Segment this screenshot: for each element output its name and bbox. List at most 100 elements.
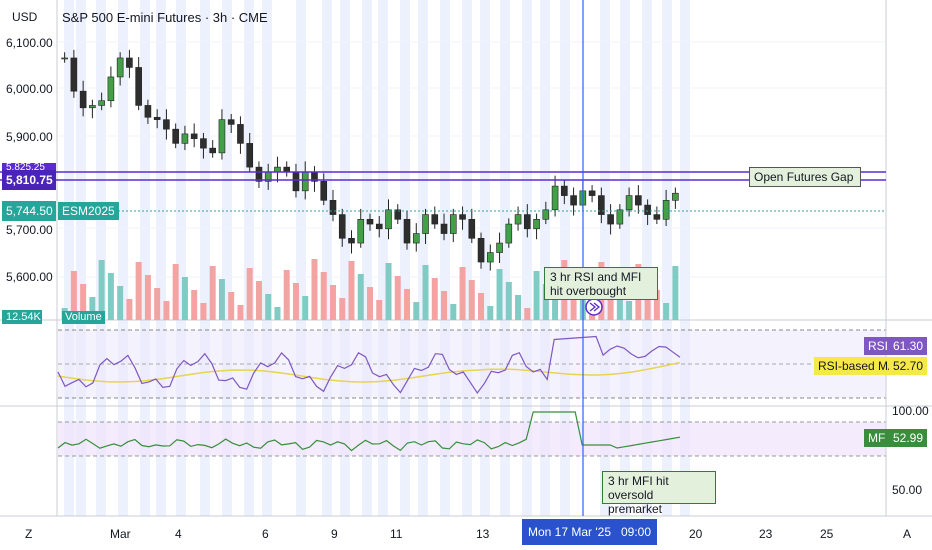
chart-title: S&P 500 E-mini Futures · 3h · CME — [62, 10, 268, 25]
volume-bar — [98, 260, 105, 320]
candle-body — [163, 119, 170, 130]
volume-bar — [663, 303, 670, 320]
volume-bar — [255, 281, 262, 320]
session-band — [418, 0, 428, 516]
candle-body — [153, 116, 161, 120]
gap-label[interactable]: Open Futures Gap — [749, 167, 861, 187]
currency-label[interactable]: USD — [12, 10, 38, 24]
volume-bar — [487, 306, 494, 320]
session-band — [440, 0, 450, 516]
x-tick: 9 — [331, 527, 338, 541]
volume-bar — [181, 277, 188, 320]
volume-label: Volume — [62, 311, 105, 324]
session-bands — [64, 0, 690, 516]
volume-bar — [154, 288, 161, 320]
candle-body — [89, 105, 96, 109]
x-tick: 4 — [175, 527, 182, 541]
volume-bar — [626, 301, 633, 320]
volume-bar — [70, 271, 77, 320]
volume-bar — [468, 280, 475, 320]
candle-body — [135, 67, 142, 106]
rsi-ma-line — [57, 361, 681, 383]
candle-body — [209, 147, 216, 154]
volume-bar — [413, 302, 420, 320]
mfi-label: MF — [864, 429, 890, 447]
gap-price-badge: 5,810.75 — [2, 170, 56, 190]
a-button[interactable]: A — [903, 527, 912, 541]
volume-bar — [144, 275, 151, 320]
rsi-ma-label: RSI-based MA — [814, 357, 901, 375]
rsi-line — [57, 335, 681, 395]
mfi-tick-50: 50.00 — [892, 483, 923, 497]
session-band — [500, 0, 510, 516]
volume-bar — [404, 289, 411, 320]
candle-body — [598, 195, 605, 215]
session-band — [222, 0, 232, 516]
x-tick: Mar — [110, 527, 131, 541]
session-band — [540, 0, 550, 516]
x-tick: 25 — [820, 527, 834, 541]
session-band — [118, 0, 128, 516]
volume-bar — [283, 270, 290, 320]
annotation-rsi-mfi[interactable]: 3 hr RSI and MFI hit overbought — [544, 267, 658, 300]
candle-body — [468, 219, 476, 239]
session-band — [620, 0, 630, 516]
candle-body — [348, 238, 355, 244]
volume-bar — [237, 305, 244, 320]
z-button[interactable]: Z — [25, 527, 33, 541]
volume-bar — [672, 266, 679, 320]
candle-body — [635, 195, 642, 206]
candle-body — [79, 90, 87, 109]
candle-body — [366, 219, 374, 225]
mfi-tick-100: 100.00 — [892, 404, 929, 418]
candle-body — [653, 214, 661, 220]
annotation-mfi-oversold[interactable]: 3 hr MFI hit oversold premarket — [602, 471, 716, 516]
volume-bar — [524, 308, 531, 320]
session-band — [480, 0, 490, 516]
annotation-rsi-mfi-text: 3 hr RSI and MFI hit overbought — [550, 270, 642, 298]
session-band — [64, 0, 74, 516]
candle-body — [505, 223, 513, 244]
volume-bar — [191, 290, 198, 320]
volume-bar — [348, 261, 355, 320]
session-band — [378, 0, 388, 516]
candle-body — [672, 192, 679, 201]
volume-bar — [311, 259, 318, 320]
candle-body — [412, 233, 420, 244]
candle-body — [283, 166, 291, 173]
volume-bar — [505, 282, 512, 320]
session-band — [322, 0, 332, 516]
price-tick: 5,600.00 — [6, 270, 53, 284]
session-band — [522, 0, 532, 516]
candle-body — [616, 209, 624, 225]
candle-body — [551, 185, 559, 211]
candle-body — [320, 181, 328, 201]
session-band — [680, 0, 690, 516]
candle-body — [181, 133, 189, 144]
candle-body — [403, 219, 411, 244]
volume-bar — [274, 307, 281, 320]
session-band — [340, 0, 350, 516]
volume-bar — [320, 272, 327, 320]
session-band — [176, 0, 186, 516]
session-band — [76, 0, 86, 516]
volume-bar — [441, 291, 448, 320]
candle-body — [496, 242, 503, 253]
candle-body — [542, 209, 550, 220]
volume-bar — [385, 263, 392, 320]
price-tick: 6,100.00 — [6, 36, 53, 50]
candle-body — [237, 124, 244, 144]
volume-bar — [478, 293, 485, 320]
price-candles — [61, 49, 679, 271]
candle-body — [274, 166, 281, 173]
volume-bar — [329, 285, 336, 320]
candle-body — [357, 219, 365, 244]
session-band — [296, 0, 306, 516]
current-price-badge: 5,744.50 — [2, 201, 56, 221]
session-band — [400, 0, 410, 516]
volume-bar — [496, 269, 503, 320]
candle-body — [514, 214, 522, 225]
session-band — [156, 0, 166, 516]
x-tick: 13 — [476, 527, 490, 541]
